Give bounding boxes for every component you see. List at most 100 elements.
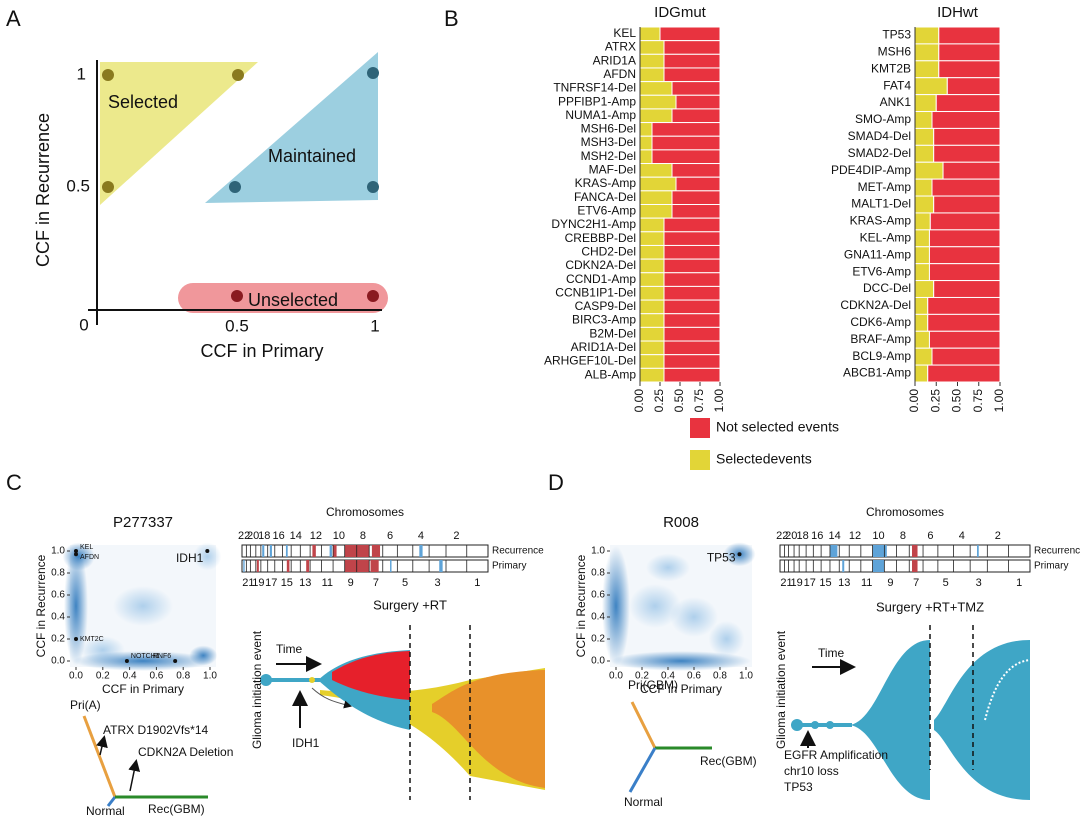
bar-segment [935, 94, 1001, 113]
bar-segment [914, 60, 940, 79]
tree-c [82, 715, 208, 807]
bar-segment [933, 127, 1001, 146]
axis-title: CCF in Recurrence [34, 554, 48, 657]
panel-label: D [548, 470, 564, 495]
bar-segment [914, 26, 940, 45]
segment [344, 545, 357, 557]
chromosome-label: 5 [943, 577, 949, 589]
bar-segment [928, 229, 1001, 248]
chromosome-label: 14 [828, 530, 840, 542]
y-tick-label: MSH6 [878, 45, 912, 59]
x-tick-label: 0.4 [123, 671, 137, 682]
bar-segment [927, 364, 1001, 383]
fish-axis-title: Glioma initiation event [250, 630, 264, 749]
panel-a: Selected Maintained Unselected 1 0.5 0 0… [33, 52, 388, 361]
y-tick-label: 0.0 [591, 656, 605, 667]
y-tick-label: MSH2-Del [581, 149, 636, 163]
bar-segment [914, 263, 930, 282]
bar-segment [639, 94, 677, 110]
bar-segment [938, 26, 1001, 45]
bar-segment [914, 111, 933, 129]
bar-segment [914, 280, 935, 298]
bar-segment [639, 53, 665, 69]
y-tick-label: PPFIBP1-Amp [558, 94, 636, 108]
segment [329, 545, 332, 557]
bar-segment [651, 122, 721, 137]
y-tick-label: NUMA1-Amp [565, 108, 636, 122]
row-label: Primary [1034, 561, 1068, 572]
fish-label: Time [276, 642, 303, 656]
chromosome-label: 9 [887, 577, 893, 589]
bar-segment [663, 258, 721, 274]
chromosome-label: 18 [797, 530, 809, 542]
bar-segment [663, 67, 721, 83]
chromosome-label: 4 [418, 530, 424, 542]
chromosome-label: 11 [861, 577, 872, 589]
segment [286, 560, 290, 572]
bar-segment [639, 135, 653, 151]
y-tick-label: 0.2 [51, 634, 65, 645]
bar-segment [651, 149, 721, 165]
y-tick-label: ALB-Amp [585, 367, 637, 381]
x-tick-label: 0.25 [928, 389, 942, 413]
segment [285, 545, 288, 557]
track-title: Chromosomes [866, 505, 944, 519]
y-tick-label: DCC-Del [863, 281, 911, 295]
y-tick-label: CCND1-Amp [566, 272, 636, 286]
density [602, 546, 630, 666]
selected-region [100, 62, 258, 205]
y-tick-label: BCL9-Amp [852, 349, 911, 363]
x-tick-label: 1.00 [712, 389, 726, 413]
chromosome-label: 10 [872, 530, 884, 542]
unselected-region [178, 283, 388, 313]
fish-label: Surgery +RT+TMZ [876, 599, 984, 614]
segment [872, 545, 885, 557]
bar-segment [931, 111, 1001, 129]
y-tick-label: PDE4DIP-Amp [831, 163, 911, 177]
tick-label: 1 [77, 64, 86, 83]
y-tick-label: BIRC3-Amp [572, 313, 636, 327]
chromosome-label: 12 [310, 530, 322, 542]
point [737, 552, 742, 557]
bar-segment [914, 161, 944, 180]
bar-segment [914, 364, 929, 383]
chromosome-label: 9 [348, 577, 354, 589]
y-tick-label: 1.0 [591, 546, 605, 557]
chromosome-label: 17 [804, 577, 816, 589]
bar-segment [663, 354, 721, 369]
y-tick-label: FAT4 [883, 78, 911, 92]
row-label: Primary [492, 561, 526, 572]
points [102, 69, 244, 193]
bar-segment [663, 313, 721, 328]
tree-label: Pri(A) [70, 698, 101, 712]
bar-segment [946, 77, 1001, 96]
bar-segment [639, 272, 665, 287]
y-tick-label: KEL [613, 26, 636, 40]
legend-label: Selectedevents [716, 451, 812, 467]
density [611, 651, 751, 671]
bar-segment [639, 26, 661, 42]
legend-label: Not selected events [716, 419, 839, 435]
bar-segment [663, 53, 721, 69]
bar-segment [639, 340, 665, 356]
y-tick-label: CREBBP-Del [565, 231, 636, 245]
y-tick-label: 0.2 [591, 634, 605, 645]
chromosome-label: 19 [252, 577, 264, 589]
region-label: Maintained [268, 146, 356, 166]
bar-segment [933, 195, 1001, 214]
bar-segment [671, 204, 721, 219]
fish-axis-title: Glioma initiation event [774, 630, 788, 749]
y-tick-label: CCNB1IP1-Del [555, 285, 636, 299]
bar-segment [639, 40, 665, 55]
bar-segment [914, 178, 933, 197]
bar-segment [639, 326, 665, 342]
bar-segment [928, 330, 1001, 349]
point-label: NOTCH1 [131, 653, 160, 660]
y-tick-label: ATRX [605, 40, 636, 54]
y-tick-label: 0.0 [51, 656, 65, 667]
y-tick-label: CDK6-Amp [850, 315, 911, 329]
chromosome-label: 22 [776, 530, 788, 542]
bar-segment [639, 354, 665, 369]
chromosome-label: 1 [474, 577, 480, 589]
bar-segment [914, 127, 935, 146]
